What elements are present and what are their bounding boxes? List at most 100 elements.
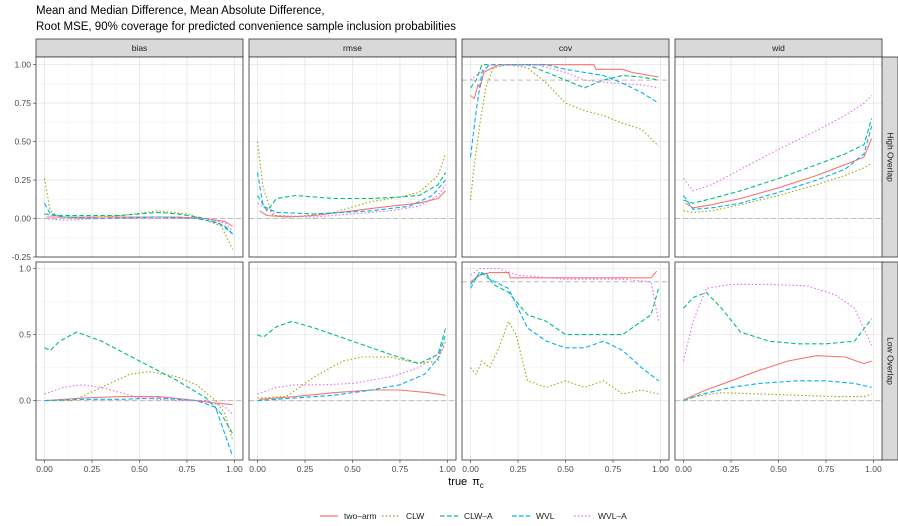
x-tick-label: 1.00 <box>865 464 882 474</box>
x-tick-label: 0.25 <box>510 464 527 474</box>
panel-border <box>248 56 457 258</box>
chart-title-line-2: Root MSE, 90% coverage for predicted con… <box>36 21 456 33</box>
series-line-wvl <box>469 64 659 158</box>
x-tick-label: 0.00 <box>249 464 266 474</box>
x-tick-label: 0.25 <box>297 464 314 474</box>
x-tick-label: 0.75 <box>392 464 409 474</box>
series-line-clw <box>43 178 234 250</box>
series-line-clw <box>470 320 659 395</box>
series-line-clw-a <box>683 118 873 204</box>
legend-item-clw: CLW <box>382 511 424 521</box>
series-line-clw-a <box>44 211 233 235</box>
series-line-clw-a <box>257 320 447 365</box>
x-tick-label: 1.00 <box>226 464 243 474</box>
panel-low-overlap-bias: 0.0 0.5 1.0 0.00 0.25 0.50 0.75 1.00 <box>19 261 244 474</box>
panel-high-overlap-rmse <box>248 56 457 258</box>
series-line-wvl-a <box>44 217 233 232</box>
x-tick-label: 0.50 <box>344 464 361 474</box>
series-line-clw-a <box>470 64 659 89</box>
x-tick-label: 0.50 <box>131 464 148 474</box>
x-tick-label: 0.50 <box>557 464 574 474</box>
y-tick-label: 1.0 <box>19 264 31 274</box>
x-tick-label: 0.25 <box>84 464 101 474</box>
series-line-wvl <box>44 202 233 235</box>
chart-title-line-1: Mean and Median Difference, Mean Absolut… <box>36 5 325 17</box>
panels-layer: bias rmse cov wid High Overlap Low Overlap -0.… <box>12 38 898 474</box>
series-line-two-arm <box>685 355 872 400</box>
panel-high-overlap-wid <box>674 56 883 258</box>
facet-strip-label: Low Overlap <box>885 337 895 385</box>
legend-label: CLW–A <box>464 511 493 521</box>
y-tick-label: 0.75 <box>14 98 31 108</box>
series-line-wvl-a <box>257 344 447 395</box>
y-tick-label: 0.5 <box>19 330 31 340</box>
y-tick-label: 0.25 <box>14 175 31 185</box>
x-axis-title-text: true <box>448 476 467 488</box>
series-line-wvl <box>44 397 234 457</box>
series-lines <box>256 141 447 218</box>
series-line-wvl-a <box>470 268 660 322</box>
series-line-wvl <box>470 270 659 382</box>
legend-label: CLW <box>406 511 424 521</box>
series-line-wvl <box>683 380 872 402</box>
panel-low-overlap-cov: 0.00 0.25 0.50 0.75 1.00 <box>461 261 670 474</box>
x-axis-title: true πc <box>448 476 484 490</box>
series-line-clw <box>256 141 447 218</box>
series-lines <box>683 95 873 213</box>
x-tick-label: 0.75 <box>605 464 622 474</box>
facet-strip-label: rmse <box>343 43 362 53</box>
x-tick-label: 0.00 <box>36 464 53 474</box>
legend-item-wvl: WVL <box>512 511 555 521</box>
panel-border <box>674 56 883 258</box>
x-tick-label: 0.75 <box>179 464 196 474</box>
facet-strip-label: cov <box>559 43 573 53</box>
series-line-clw-a <box>470 272 660 336</box>
facet-strip-bias: bias <box>35 38 244 58</box>
facet-strip-label: wid <box>771 43 785 53</box>
series-line-clw <box>683 392 872 400</box>
facet-strip-low-overlap: Low Overlap <box>880 261 898 461</box>
x-tick-label: 0.75 <box>818 464 835 474</box>
y-tick-label: 0.00 <box>14 214 31 224</box>
series-line-wvl-a <box>44 384 233 415</box>
x-axis-title-subscript: c <box>480 481 484 490</box>
series-line-wvl <box>683 126 873 210</box>
series-line-clw <box>44 371 234 441</box>
series-lines <box>43 178 234 250</box>
series-line-wvl-a <box>683 95 872 192</box>
panel-border <box>35 56 244 258</box>
series-lines <box>470 268 660 395</box>
panel-low-overlap-rmse: 0.00 0.25 0.50 0.75 1.00 <box>248 261 457 474</box>
x-tick-label: 0.50 <box>770 464 787 474</box>
series-line-two-arm <box>46 396 233 406</box>
y-tick-label: 0.0 <box>19 396 31 406</box>
x-tick-label: 1.00 <box>439 464 456 474</box>
facet-strip-rmse: rmse <box>248 38 457 58</box>
legend-item-wvl-a: WVL–A <box>574 511 627 521</box>
series-line-clw <box>683 162 872 213</box>
y-tick-label: 1.00 <box>14 60 31 70</box>
facet-strip-cov: cov <box>461 38 670 58</box>
panel-high-overlap-bias: -0.25 0.00 0.25 0.50 0.75 1.00 <box>12 56 244 262</box>
series-lines <box>44 331 234 457</box>
series-lines <box>257 320 447 402</box>
facet-strip-high-overlap: High Overlap <box>880 56 898 258</box>
legend-item-clw-a: CLW–A <box>440 511 493 521</box>
x-tick-label: 0.00 <box>462 464 479 474</box>
series-line-two-arm <box>259 190 446 218</box>
x-tick-label: 0.00 <box>675 464 692 474</box>
panel-border <box>461 56 670 258</box>
y-tick-label: 0.50 <box>14 137 31 147</box>
legend-label: WVL–A <box>598 511 627 521</box>
x-tick-label: 1.00 <box>652 464 669 474</box>
series-line-clw-a <box>683 291 873 345</box>
facet-strip-wid: wid <box>674 38 883 58</box>
panel-low-overlap-wid: 0.00 0.25 0.50 0.75 1.00 <box>674 261 883 474</box>
series-line-wvl-a <box>682 283 873 362</box>
legend-label: two–arm <box>344 511 377 521</box>
series-lines <box>682 283 873 402</box>
legend-label: WVL <box>536 511 555 521</box>
panel-high-overlap-cov <box>461 56 670 258</box>
series-line-wvl <box>256 172 447 215</box>
